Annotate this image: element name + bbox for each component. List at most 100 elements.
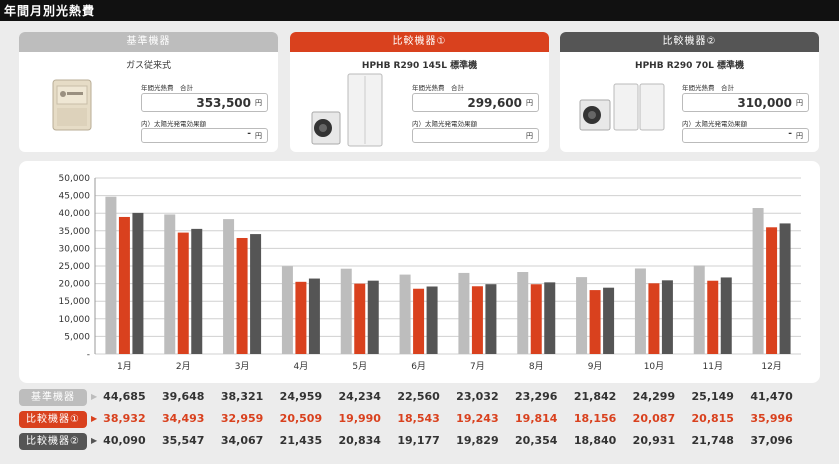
table-row: 比較機器① ▶ 38,932 34,493 32,959 20,509 19,990 18,5… <box>19 411 820 429</box>
bar-1-8 <box>517 271 529 354</box>
table-row: 比較機器② ▶ 40,090 35,547 34,067 21,435 20,834 19,1… <box>19 433 820 451</box>
y-tick-label: 15,000 <box>59 297 91 307</box>
table-cell: 20,815 <box>691 412 734 425</box>
bar-2-11 <box>707 280 719 354</box>
table-cell: 19,829 <box>456 434 499 447</box>
bar-3-5 <box>367 280 379 354</box>
annual-cost-field: 299,600 円 <box>412 93 539 112</box>
x-tick-label: 5月 <box>352 361 367 372</box>
bar-2-2 <box>177 232 189 354</box>
x-tick-label: 4月 <box>294 361 309 372</box>
title-bar: 年間月別光熱費 <box>0 0 839 21</box>
annual-cost-label: 年間光熱費 合計 <box>141 84 193 92</box>
bar-2-9 <box>589 290 601 354</box>
gas-water-heater-image <box>52 79 92 131</box>
bar-1-7 <box>458 272 470 354</box>
table-cell: 19,177 <box>397 434 440 447</box>
y-tick-label: 25,000 <box>59 262 91 272</box>
solar-effect-value: - <box>247 129 251 139</box>
bar-2-1 <box>118 216 130 354</box>
y-tick-label: 35,000 <box>59 227 91 237</box>
table-cell: 35,547 <box>162 434 205 447</box>
table-cell: 24,234 <box>338 390 381 403</box>
bar-1-12 <box>752 208 764 354</box>
table-cell: 22,560 <box>397 390 440 403</box>
bar-3-4 <box>308 278 320 354</box>
annual-cost-label: 年間光熱費 合計 <box>412 84 464 92</box>
bar-2-6 <box>413 288 425 354</box>
row-label-badge: 比較機器② <box>19 433 87 450</box>
y-tick-label: 30,000 <box>59 244 91 254</box>
table-cell: 40,090 <box>103 434 146 447</box>
table-cell: 39,648 <box>162 390 205 403</box>
heat-pump-145l-image <box>311 73 383 147</box>
bar-3-6 <box>426 286 438 354</box>
yen-unit: 円 <box>796 99 803 107</box>
annual-cost-value: 299,600 <box>467 96 522 110</box>
bar-2-4 <box>295 281 307 354</box>
solar-effect-field: - 円 <box>141 128 268 143</box>
row-label-badge: 比較機器① <box>19 411 87 428</box>
table-row: 基準機器 ▶ 44,685 39,648 38,321 24,959 24,234 22,56… <box>19 389 820 407</box>
bar-2-12 <box>766 227 778 354</box>
x-tick-label: 10月 <box>644 361 664 372</box>
annual-cost-value: 353,500 <box>196 96 251 110</box>
bar-3-12 <box>779 223 791 354</box>
table-cell: 19,990 <box>338 412 381 425</box>
table-cell: 20,931 <box>632 434 676 447</box>
bar-2-5 <box>354 283 366 354</box>
card-model: HPHB R290 70L 標準機 <box>635 61 744 71</box>
x-tick-label: 12月 <box>761 361 781 372</box>
y-tick-label: 45,000 <box>59 192 91 202</box>
arrow-icon: ▶ <box>91 414 98 423</box>
y-tick-label: 20,000 <box>59 280 91 290</box>
table-cell: 38,932 <box>103 412 146 425</box>
x-tick-label: 2月 <box>176 361 191 372</box>
table-cell: 24,299 <box>632 390 676 403</box>
table-cell: 21,842 <box>573 390 617 403</box>
bar-2-3 <box>236 237 248 354</box>
bar-1-6 <box>399 274 411 354</box>
table-cell: 21,435 <box>279 434 323 447</box>
arrow-icon: ▶ <box>91 392 98 401</box>
y-tick-label: 50,000 <box>59 174 91 184</box>
x-tick-label: 6月 <box>411 361 426 372</box>
table-cell: 20,087 <box>632 412 676 425</box>
table-cell: 23,032 <box>456 390 499 403</box>
heat-pump-70l-image <box>579 83 665 131</box>
table-cell: 18,543 <box>397 412 440 425</box>
table-cell: 32,959 <box>220 412 264 425</box>
bar-1-9 <box>576 277 588 354</box>
page-title: 年間月別光熱費 <box>4 4 96 18</box>
card-model: HPHB R290 145L 標準機 <box>361 61 478 71</box>
bar-2-10 <box>648 283 660 354</box>
table-cell: 37,096 <box>750 434 793 447</box>
table-cell: 25,149 <box>691 390 734 403</box>
bar-3-1 <box>132 212 144 354</box>
table-cell: 41,470 <box>750 390 793 403</box>
card-compare-2: 比較機器② HPHB R290 70L 標準機 年間光熱費 合計 310,000… <box>560 32 819 152</box>
table-cell: 18,156 <box>573 412 617 425</box>
yen-unit: 円 <box>255 99 262 107</box>
solar-effect-label: 内）太陽光発電効果額 <box>682 120 747 128</box>
table-cell: 20,354 <box>515 434 558 447</box>
y-tick-label: 5,000 <box>64 332 90 342</box>
bar-2-8 <box>530 284 542 354</box>
chart-panel: - 5,000 10,000 15,000 20,000 25,000 30,000 35,0… <box>19 161 820 383</box>
table-cell: 24,959 <box>279 390 323 403</box>
annual-cost-field: 353,500 円 <box>141 93 268 112</box>
yen-unit: 円 <box>526 132 533 140</box>
bar-3-11 <box>720 277 732 354</box>
arrow-icon: ▶ <box>91 436 98 445</box>
card-model: ガス従来式 <box>125 61 171 71</box>
bar-1-11 <box>693 265 705 354</box>
bar-3-3 <box>250 234 262 354</box>
bar-1-2 <box>164 214 176 354</box>
yen-unit: 円 <box>255 132 262 140</box>
bar-2-7 <box>471 286 483 354</box>
table-cell: 18,840 <box>573 434 617 447</box>
table-cell: 35,996 <box>750 412 793 425</box>
bar-1-1 <box>105 196 117 354</box>
bar-3-10 <box>661 280 673 354</box>
card-compare-1: 比較機器① HPHB R290 145L 標準機 年間光熱費 合計 299,60… <box>290 32 549 152</box>
